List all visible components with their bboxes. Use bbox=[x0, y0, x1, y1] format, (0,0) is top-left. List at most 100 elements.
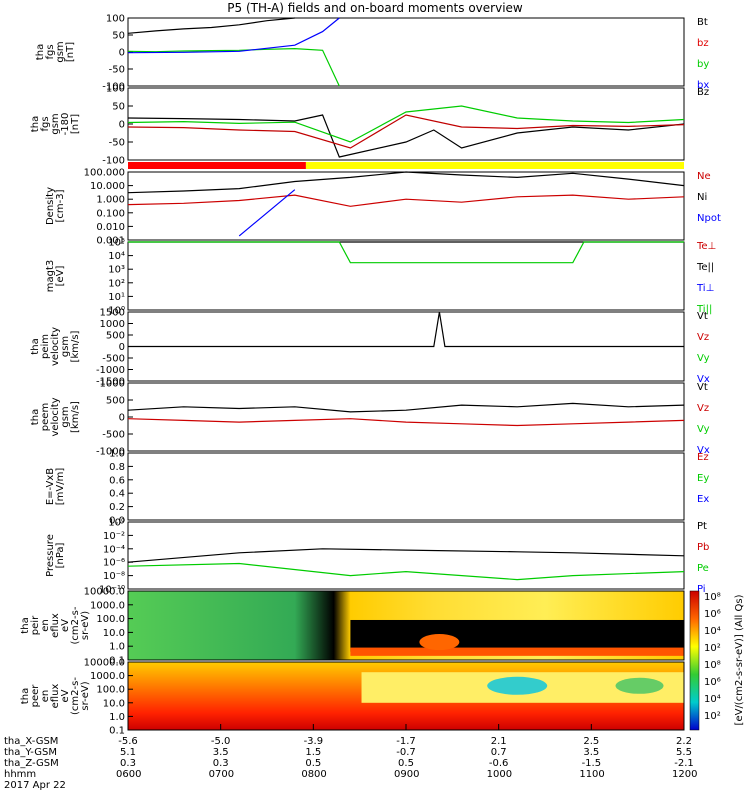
footer-value: 0.5 bbox=[305, 758, 322, 769]
y-axis-label: peem bbox=[40, 403, 51, 431]
series-line-Npot bbox=[238, 189, 296, 237]
mode-bar-segment bbox=[305, 162, 684, 169]
y-tick-label: 0 bbox=[119, 413, 125, 424]
y-axis-label: en bbox=[40, 619, 51, 632]
series-line-Pt bbox=[127, 548, 685, 563]
panel-frame bbox=[127, 241, 685, 311]
y-tick-label: 0.1 bbox=[109, 656, 125, 667]
y-axis-label: tha bbox=[30, 409, 41, 425]
y-tick-label: 10³ bbox=[108, 265, 125, 276]
y-tick-label: 10¹ bbox=[108, 292, 125, 303]
y-axis-label: eV bbox=[60, 619, 71, 632]
y-tick-label: -100 bbox=[102, 82, 125, 93]
footer-value: 5.1 bbox=[120, 747, 136, 758]
footer-row-hhmm: hhmm bbox=[4, 769, 37, 780]
y-axis-label: fgs bbox=[40, 116, 51, 131]
y-tick-label: 500 bbox=[106, 396, 125, 407]
y-axis-label: eV bbox=[60, 689, 71, 702]
y-axis-label: [nT] bbox=[65, 42, 76, 62]
legend-entry: Vt bbox=[697, 382, 708, 393]
colorbar bbox=[689, 590, 700, 731]
legend-entry: Ne bbox=[697, 171, 711, 182]
y-tick-label: 1000.0 bbox=[90, 600, 125, 611]
panel-frame bbox=[127, 87, 685, 161]
y-tick-label: 500 bbox=[106, 331, 125, 342]
legend-entry: Te⊥ bbox=[696, 241, 716, 252]
series-line-by bbox=[127, 47, 340, 87]
legend-entry: Npot bbox=[697, 213, 721, 224]
colorbar-tick: 10⁶ bbox=[704, 609, 721, 620]
ion-spectrogram-low-band bbox=[350, 647, 684, 656]
y-axis-label: eflux bbox=[50, 613, 61, 638]
y-tick-label: 10² bbox=[108, 278, 125, 289]
y-axis-label: E=-VxB bbox=[45, 468, 56, 505]
legend-entry: Vx bbox=[697, 374, 710, 385]
y-tick-label: 0.2 bbox=[109, 502, 125, 513]
y-axis-label: gsm bbox=[60, 406, 71, 427]
footer-value: 0600 bbox=[116, 769, 142, 780]
y-tick-label: 1000.0 bbox=[90, 671, 125, 682]
y-tick-label: -500 bbox=[102, 430, 125, 441]
electron-spectrogram-blob bbox=[487, 676, 548, 695]
y-tick-label: 10⁵ bbox=[108, 238, 125, 249]
y-axis-label: eflux bbox=[50, 684, 61, 709]
y-axis-label: [cm-3] bbox=[55, 189, 66, 222]
y-tick-label: 100.0 bbox=[96, 614, 125, 625]
y-tick-label: 1.0 bbox=[109, 642, 125, 653]
y-tick-label: 10⁻⁶ bbox=[103, 558, 125, 569]
footer-value: 3.5 bbox=[212, 747, 229, 758]
series-line-Vz bbox=[127, 418, 685, 427]
y-tick-label: 10.000 bbox=[90, 181, 125, 192]
legend-entry: Vx bbox=[697, 445, 710, 456]
y-axis-label: tha bbox=[20, 688, 31, 704]
series-line-Vt bbox=[127, 402, 685, 413]
y-axis-label: tha bbox=[20, 617, 31, 633]
footer-value: 1.5 bbox=[305, 747, 322, 758]
y-axis-label: [nT] bbox=[70, 114, 81, 134]
y-tick-label: 0.100 bbox=[96, 208, 125, 219]
colorbar-tick: 10² bbox=[704, 711, 721, 722]
y-axis-label: [eV] bbox=[55, 266, 66, 287]
y-axis-label: en bbox=[40, 690, 51, 703]
y-axis-label: gsm bbox=[60, 336, 71, 357]
colorbar-tick: 10⁴ bbox=[704, 626, 721, 637]
y-tick-label: 100 bbox=[106, 14, 125, 25]
panel-frame bbox=[127, 590, 685, 661]
series-line-Bt bbox=[127, 17, 295, 34]
y-tick-label: -100 bbox=[102, 156, 125, 167]
y-tick-label: 0.1 bbox=[109, 726, 125, 736]
footer-value: -3.9 bbox=[303, 736, 324, 747]
y-tick-label: 0 bbox=[119, 342, 125, 353]
footer-row-y: tha_Y-GSM bbox=[4, 747, 58, 758]
legend-entry: Vy bbox=[697, 353, 710, 364]
panel-frame bbox=[127, 382, 685, 452]
y-tick-label: 10000.0 bbox=[84, 658, 125, 669]
legend-entry: Vz bbox=[697, 403, 709, 414]
y-tick-label: 1000 bbox=[100, 319, 125, 330]
footer-value: -0.6 bbox=[488, 758, 509, 769]
footer-value: 3.5 bbox=[583, 747, 600, 758]
legend-entry: Te|| bbox=[696, 262, 714, 273]
y-axis-label: [nPa] bbox=[55, 542, 66, 568]
footer-value: -5.6 bbox=[118, 736, 138, 747]
legend-entry: Ti⊥ bbox=[696, 283, 714, 294]
colorbar-tick: 10² bbox=[704, 643, 721, 654]
y-tick-label: 50 bbox=[112, 31, 125, 42]
footer-value: -1.7 bbox=[396, 736, 416, 747]
y-axis-label: (cm2-s- bbox=[70, 606, 81, 644]
y-axis-label: [km/s] bbox=[70, 330, 81, 362]
chart-title: P5 (TH-A) fields and on-board moments ov… bbox=[227, 1, 523, 15]
y-tick-label: 10⁻⁴ bbox=[103, 544, 125, 555]
y-tick-label: 10⁻⁸ bbox=[103, 571, 125, 582]
footer-value: 0.5 bbox=[398, 758, 414, 769]
series-line-Ti|| bbox=[128, 241, 684, 264]
y-tick-label: 100 bbox=[106, 84, 125, 95]
legend-entry: Ni bbox=[697, 192, 707, 203]
footer-value: 0900 bbox=[394, 769, 420, 780]
y-axis-label: [mV/m] bbox=[55, 468, 66, 506]
footer-value: 1100 bbox=[579, 769, 605, 780]
y-axis-label: peim bbox=[40, 334, 51, 359]
footer-row-x: tha_X-GSM bbox=[4, 736, 59, 747]
y-axis-label: fgs bbox=[45, 44, 56, 59]
y-tick-label: 0.8 bbox=[109, 462, 125, 473]
